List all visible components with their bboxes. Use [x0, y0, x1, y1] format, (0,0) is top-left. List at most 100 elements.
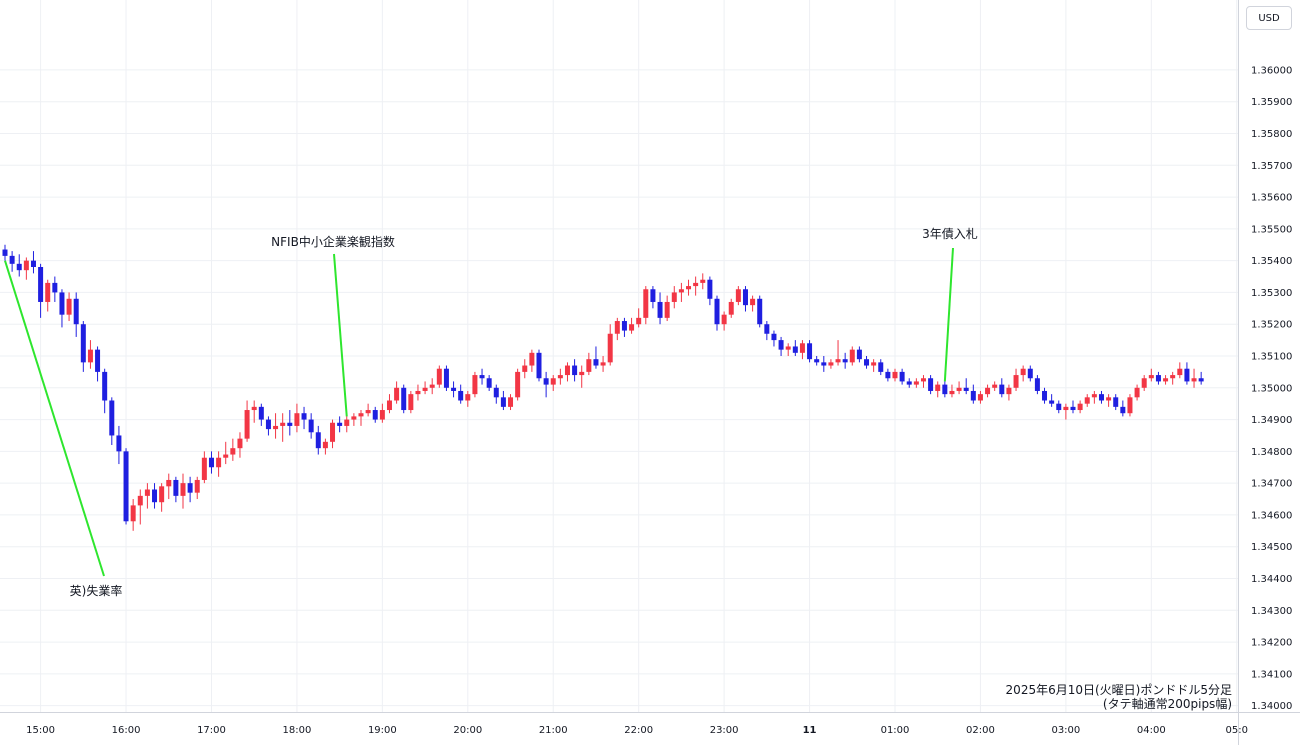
time-tick-label: 17:00 — [197, 725, 226, 736]
price-tick-label: 1.34900 — [1251, 415, 1292, 426]
candle-body — [707, 279, 713, 299]
candle-body — [45, 282, 51, 302]
candle-body — [536, 352, 542, 379]
price-tick-label: 1.35800 — [1251, 129, 1292, 140]
candle-body — [686, 286, 692, 290]
price-tick-label: 1.34600 — [1251, 510, 1292, 521]
chart-caption: 2025年6月10日(火曜日)ポンドドル5分足 (タテ軸通常200pips幅) — [1006, 683, 1232, 711]
candle-body — [878, 362, 884, 372]
candle-body — [330, 422, 336, 442]
candle-body — [308, 419, 314, 433]
candle-body — [66, 298, 72, 315]
candle-body — [472, 375, 478, 395]
price-tick-label: 1.34700 — [1251, 479, 1292, 490]
candle-body — [849, 349, 855, 363]
price-axis[interactable]: 1.36000 1.35900 1.35800 1.35700 1.35600 1.355… — [1251, 65, 1292, 712]
candle-body — [529, 352, 535, 366]
candle-body — [1034, 378, 1040, 391]
candle-body — [714, 298, 720, 325]
candle-body — [152, 489, 158, 503]
candle-body — [1056, 403, 1062, 411]
candle-body — [237, 438, 243, 449]
candle-body — [180, 483, 186, 496]
price-tick-label: 1.34500 — [1251, 542, 1292, 553]
candle-body — [564, 365, 570, 376]
annotation-line — [943, 247, 954, 382]
time-tick-label: 05:0 — [1226, 725, 1248, 736]
candle-body — [892, 371, 898, 379]
candle-body — [87, 349, 93, 363]
candle-body — [643, 289, 649, 318]
price-tick-label: 1.35000 — [1251, 383, 1292, 394]
candle-body — [223, 454, 229, 458]
candle-body — [828, 362, 834, 366]
time-axis[interactable]: 15:00 16:00 17:00 18:00 19:00 20:00 21:00 22:00… — [26, 725, 1248, 736]
candle-body — [166, 479, 172, 487]
candle-body — [1098, 394, 1104, 401]
candle-body — [671, 292, 677, 302]
candle-body — [835, 359, 841, 363]
annotation-label: NFIB中小企業楽観指数 — [271, 234, 395, 249]
annotation-line — [4, 260, 105, 577]
candle-body — [1198, 378, 1204, 382]
candle-body — [273, 425, 279, 430]
candle-body — [1155, 375, 1161, 382]
candle-body — [842, 359, 848, 363]
candle-body — [415, 390, 421, 395]
candle-body — [807, 343, 813, 360]
candle-body — [73, 298, 79, 325]
currency-button[interactable]: USD — [1246, 6, 1292, 30]
time-tick-label: 19:00 — [368, 725, 397, 736]
candle-body — [735, 289, 741, 302]
candle-body — [194, 479, 200, 493]
candle-body — [1027, 368, 1033, 379]
candle-body — [693, 282, 699, 287]
time-tick-label: 20:00 — [453, 725, 482, 736]
price-tick-label: 1.35900 — [1251, 97, 1292, 108]
time-tick-label: 02:00 — [966, 725, 995, 736]
price-tick-label: 1.34400 — [1251, 574, 1292, 585]
time-tick-label: 03:00 — [1051, 725, 1080, 736]
candle-body — [985, 387, 991, 395]
candle-body — [721, 314, 727, 325]
candle-body — [144, 489, 150, 496]
candle-body — [1049, 400, 1055, 404]
time-tick-label: 21:00 — [539, 725, 568, 736]
time-tick-label: 01:00 — [881, 725, 910, 736]
candle-body — [59, 292, 65, 315]
time-tick-label: 11 — [803, 725, 817, 736]
candle-body — [792, 346, 798, 353]
candle-body — [1170, 375, 1176, 379]
candle-body — [280, 422, 286, 426]
candle-body — [650, 289, 656, 302]
candle-body — [1127, 397, 1133, 414]
candle-body — [977, 394, 983, 401]
candle-body — [479, 375, 485, 379]
candle-body — [500, 397, 506, 407]
candle-body — [1191, 378, 1197, 382]
candle-body — [301, 413, 307, 420]
candle-body — [436, 368, 442, 385]
candle-body — [422, 387, 428, 391]
candle-body — [607, 333, 613, 363]
candle-body — [913, 381, 919, 385]
candle-body — [458, 390, 464, 401]
candle-body — [664, 301, 670, 318]
candle-body — [216, 457, 222, 468]
candle-body — [771, 333, 777, 341]
annotation-line — [333, 253, 348, 417]
candle-body — [451, 387, 457, 391]
candle-body — [906, 381, 912, 385]
candle-body — [629, 324, 635, 331]
candle-body — [486, 378, 492, 388]
candle-body — [351, 416, 357, 420]
candle-body — [208, 457, 214, 468]
candle-body — [1163, 378, 1169, 382]
candle-body — [814, 359, 820, 363]
candle-body — [401, 387, 407, 411]
candle-body — [750, 298, 756, 306]
candle-body — [757, 298, 763, 325]
candle-body — [1091, 394, 1097, 398]
